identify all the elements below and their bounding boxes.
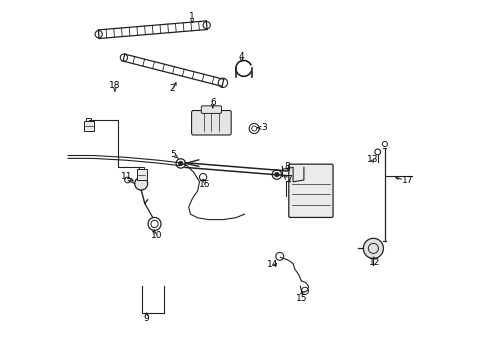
Text: 6: 6 xyxy=(209,98,215,107)
Text: 12: 12 xyxy=(368,258,380,266)
FancyBboxPatch shape xyxy=(288,164,332,217)
Text: 2: 2 xyxy=(169,84,174,93)
Circle shape xyxy=(274,172,279,177)
FancyBboxPatch shape xyxy=(201,106,221,113)
Circle shape xyxy=(124,177,130,183)
Text: 16: 16 xyxy=(199,180,210,189)
Text: 17: 17 xyxy=(401,176,412,185)
Text: 5: 5 xyxy=(170,150,176,159)
Circle shape xyxy=(134,177,147,190)
Text: 13: 13 xyxy=(366,154,377,163)
Text: 7: 7 xyxy=(286,175,292,184)
Text: 14: 14 xyxy=(266,260,278,269)
Bar xyxy=(84,121,94,131)
Text: 11: 11 xyxy=(121,172,132,181)
Circle shape xyxy=(178,161,183,166)
Text: 9: 9 xyxy=(143,314,149,323)
Bar xyxy=(137,169,146,180)
Text: 10: 10 xyxy=(150,231,162,240)
Circle shape xyxy=(363,238,383,258)
FancyBboxPatch shape xyxy=(191,111,231,135)
Text: 15: 15 xyxy=(295,294,306,302)
Text: 1: 1 xyxy=(189,12,195,21)
Text: 3: 3 xyxy=(261,123,266,132)
Text: 4: 4 xyxy=(238,52,244,61)
Text: 18: 18 xyxy=(109,81,121,90)
Text: 8: 8 xyxy=(284,162,290,171)
